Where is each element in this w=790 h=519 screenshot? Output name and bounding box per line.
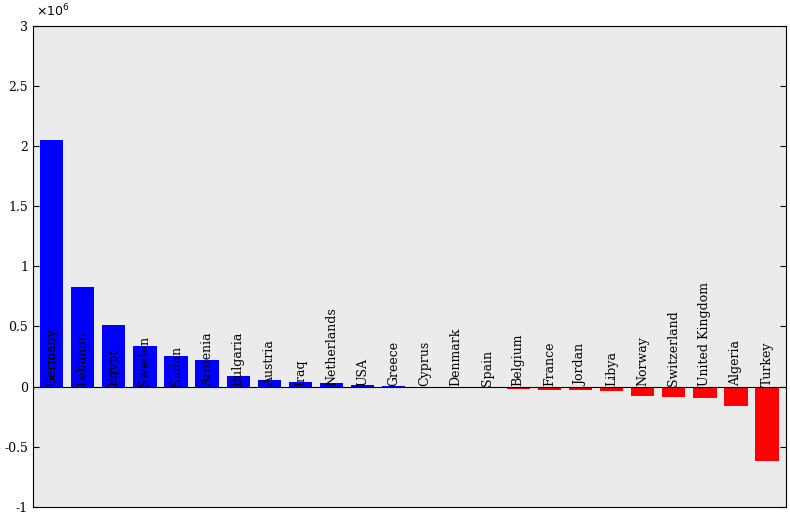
Bar — [444, 387, 468, 388]
Bar — [289, 382, 312, 387]
Bar — [258, 380, 281, 387]
Bar — [506, 387, 530, 389]
Text: France: France — [543, 342, 556, 386]
Text: Switzerland: Switzerland — [668, 310, 680, 386]
Bar — [755, 387, 779, 461]
Text: Sweden: Sweden — [138, 336, 152, 386]
Bar — [195, 360, 219, 387]
Text: Belgium: Belgium — [512, 334, 525, 386]
Bar — [134, 346, 156, 387]
Bar — [538, 387, 561, 390]
Text: Austria: Austria — [263, 340, 276, 386]
Bar — [102, 325, 126, 387]
Text: Denmark: Denmark — [450, 328, 462, 386]
Bar — [382, 386, 405, 387]
Bar — [694, 387, 717, 398]
Bar — [662, 387, 686, 398]
Bar — [724, 387, 747, 406]
Bar — [164, 357, 188, 387]
Text: Greece: Greece — [387, 341, 401, 386]
Text: Turkey: Turkey — [761, 342, 773, 386]
Bar — [351, 385, 374, 387]
Text: Cyprus: Cyprus — [419, 341, 431, 386]
Bar — [476, 387, 498, 388]
Text: Lebanon: Lebanon — [76, 332, 89, 386]
Bar — [320, 383, 343, 387]
Text: Iraq: Iraq — [294, 360, 307, 386]
Bar — [40, 140, 63, 387]
Text: Egypt: Egypt — [107, 349, 120, 386]
Text: USA: USA — [356, 358, 369, 386]
Text: Jordan: Jordan — [574, 344, 587, 386]
Text: Spain: Spain — [480, 350, 494, 386]
Text: United Kingdom: United Kingdom — [698, 282, 712, 386]
Text: Algeria: Algeria — [729, 340, 743, 386]
Bar — [631, 387, 654, 396]
Bar — [227, 376, 250, 387]
Text: Germany: Germany — [45, 329, 58, 386]
Text: Armenia: Armenia — [201, 333, 213, 386]
Text: $\times10^6$: $\times10^6$ — [36, 3, 70, 20]
Text: Netherlands: Netherlands — [325, 308, 338, 386]
Text: Sudan: Sudan — [170, 346, 182, 386]
Text: Norway: Norway — [636, 336, 649, 386]
Bar — [71, 286, 94, 387]
Text: Libya: Libya — [605, 351, 618, 386]
Text: Bulgaria: Bulgaria — [231, 332, 245, 386]
Bar — [600, 387, 623, 391]
Bar — [569, 387, 592, 390]
